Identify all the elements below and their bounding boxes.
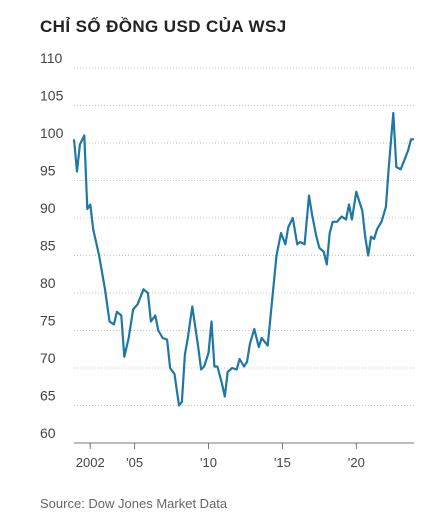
series-line-0 (72, 111, 414, 407)
y-tick-label: 75 (40, 313, 56, 329)
y-axis-ticks: 60 65 70 75 80 85 90 95 100 105 110 (40, 50, 64, 441)
y-tick-label: 105 (40, 88, 64, 104)
x-axis-ticks: 2002 '05 '10 '15 '20 (76, 443, 365, 470)
source-note: Source: Dow Jones Market Data (40, 496, 228, 511)
y-tick-label: 110 (40, 50, 63, 66)
y-tick-label: 100 (40, 125, 64, 141)
y-tick-label: 85 (40, 238, 56, 254)
y-tick-label: 70 (40, 350, 56, 366)
series-group (72, 111, 414, 407)
y-tick-label: 95 (40, 163, 56, 179)
y-tick-label: 90 (40, 200, 56, 216)
grid-lines (74, 67, 414, 444)
x-tick-label: '10 (200, 455, 217, 470)
chart-title: CHỈ SỐ ĐỒNG USD CỦA WSJ (40, 17, 287, 36)
x-tick-label: 2002 (76, 455, 105, 470)
x-tick-label: '15 (274, 455, 291, 470)
y-tick-label: 65 (40, 388, 56, 404)
x-tick-label: '20 (348, 455, 365, 470)
y-tick-label: 80 (40, 275, 56, 291)
x-tick-label: '05 (126, 455, 143, 470)
y-tick-label: 60 (40, 425, 56, 441)
